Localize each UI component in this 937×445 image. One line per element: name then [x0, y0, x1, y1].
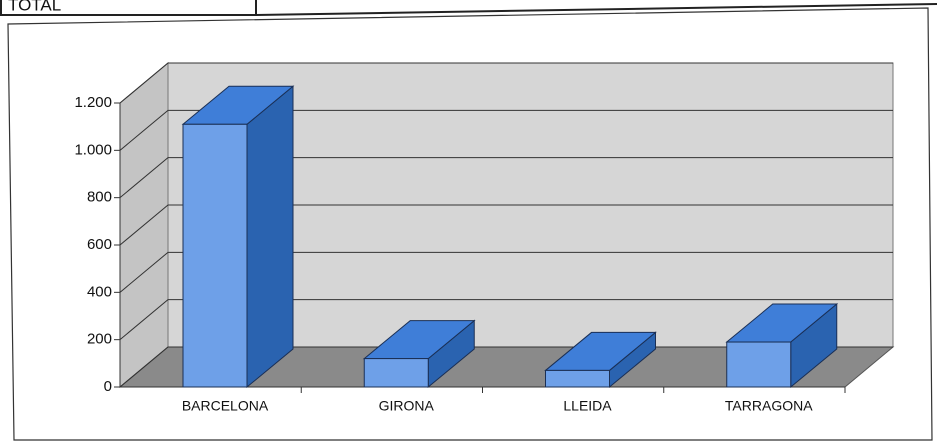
y-tick-label: 0: [104, 378, 112, 395]
y-tick-label: 200: [87, 331, 112, 348]
bar-side: [246, 85, 294, 389]
bar: [545, 369, 610, 388]
bar: [363, 358, 429, 388]
grid-line: [119, 109, 893, 151]
grid-line: [119, 299, 893, 341]
table-border: [255, 3, 937, 16]
y-tick-label: 600: [87, 236, 112, 253]
bar: [726, 341, 792, 388]
y-tick-label: 400: [87, 283, 112, 300]
grid-line: [119, 157, 893, 199]
y-tick-label: 800: [87, 189, 112, 206]
frame: [7, 7, 933, 441]
y-tick-label: 1.000: [74, 141, 112, 158]
grid-line: [119, 62, 893, 104]
x-tick-label: GIRONA: [379, 398, 435, 414]
x-tick-label: BARCELONA: [182, 398, 269, 414]
y-tick-label: 1.200: [74, 94, 112, 111]
grid-line: [119, 204, 893, 246]
table-cell: [0, 0, 257, 16]
grid-line: [119, 251, 893, 293]
x-tick-label: TARRAGONA: [725, 398, 813, 414]
bar: [182, 123, 248, 388]
x-tick-label: LLEIDA: [563, 398, 612, 414]
table-text: TOTAL: [8, 0, 61, 14]
